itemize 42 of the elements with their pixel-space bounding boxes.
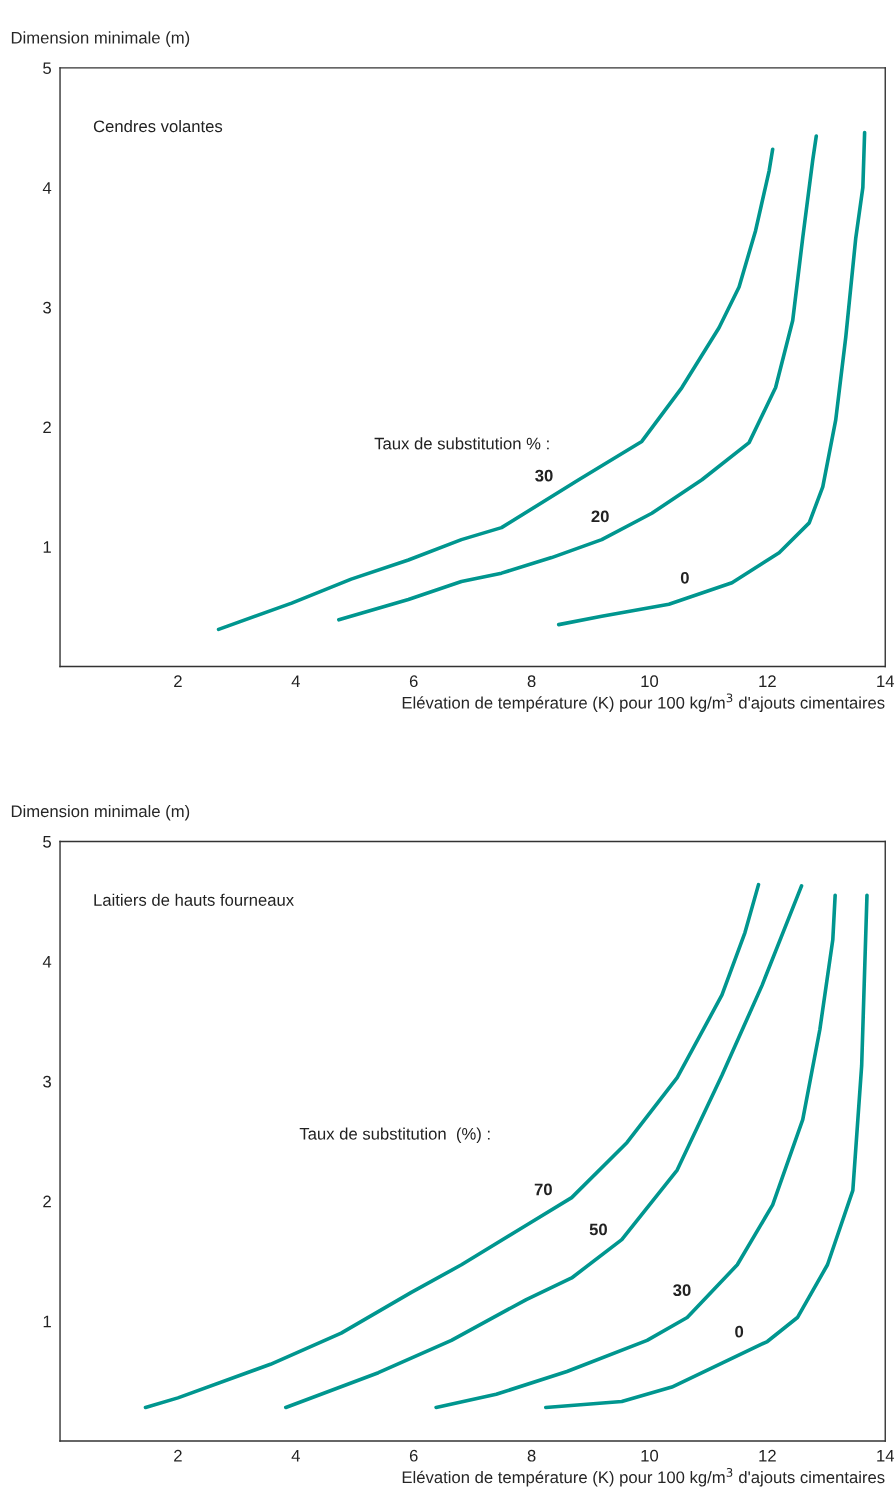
line-series — [556, 130, 867, 627]
x-tick-label: 10 — [641, 675, 659, 688]
y-tick-label: 1 — [43, 541, 51, 553]
x-tick-label: 12 — [759, 1449, 776, 1462]
x-tick-label: 4 — [291, 675, 300, 687]
line-series — [216, 147, 775, 632]
x-tick-label: 8 — [527, 1449, 536, 1462]
series-label: 20 — [591, 510, 609, 523]
y-axis-title: Dimension minimale (m) — [11, 31, 190, 47]
y-tick-label: 2 — [43, 421, 51, 434]
y-tick-label: 2 — [43, 1195, 51, 1208]
y-tick-label: 5 — [43, 62, 51, 75]
x-axis-title: Elévation de température (K) pour 100 kg/m$^{3}$ d'ajouts cimentaires — [402, 1468, 885, 1487]
x-axis-title: Elévation de température (K) pour 100 kg/m$^{3}$ d'ajouts cimentaires — [402, 693, 885, 712]
x-tick-label: 2 — [174, 675, 182, 687]
x-tick-label: 14 — [877, 1449, 895, 1462]
x-tick-label: 2 — [174, 1449, 182, 1462]
annotation: Taux de substitution % : — [374, 437, 549, 450]
series-label: 70 — [534, 1183, 552, 1196]
line-series — [337, 134, 819, 622]
series-label: 30 — [673, 1284, 691, 1297]
y-tick-label: 4 — [42, 182, 52, 194]
y-tick-label: 4 — [42, 955, 52, 968]
x-tick-label: 14 — [877, 675, 895, 687]
x-tick-label: 6 — [409, 675, 418, 688]
x-tick-label: 12 — [759, 675, 776, 687]
x-tick-label: 8 — [527, 675, 536, 688]
annotation: Taux de substitution (%) : — [299, 1127, 490, 1144]
y-axis-title: Dimension minimale (m) — [11, 804, 190, 821]
series-label: 0 — [680, 571, 689, 584]
y-tick-label: 1 — [43, 1315, 51, 1328]
x-tick-label: 10 — [641, 1449, 659, 1462]
series-label: 0 — [735, 1325, 744, 1338]
x-tick-label: 6 — [409, 1449, 418, 1462]
y-tick-label: 3 — [43, 1075, 51, 1088]
series-label: 30 — [535, 469, 553, 482]
y-tick-label: 5 — [43, 836, 51, 848]
series-label: 50 — [589, 1223, 607, 1236]
y-tick-label: 3 — [43, 301, 51, 314]
x-tick-label: 4 — [291, 1449, 300, 1462]
annotation: Cendres volantes — [93, 119, 223, 133]
annotation: Laitiers de hauts fourneaux — [94, 893, 294, 906]
